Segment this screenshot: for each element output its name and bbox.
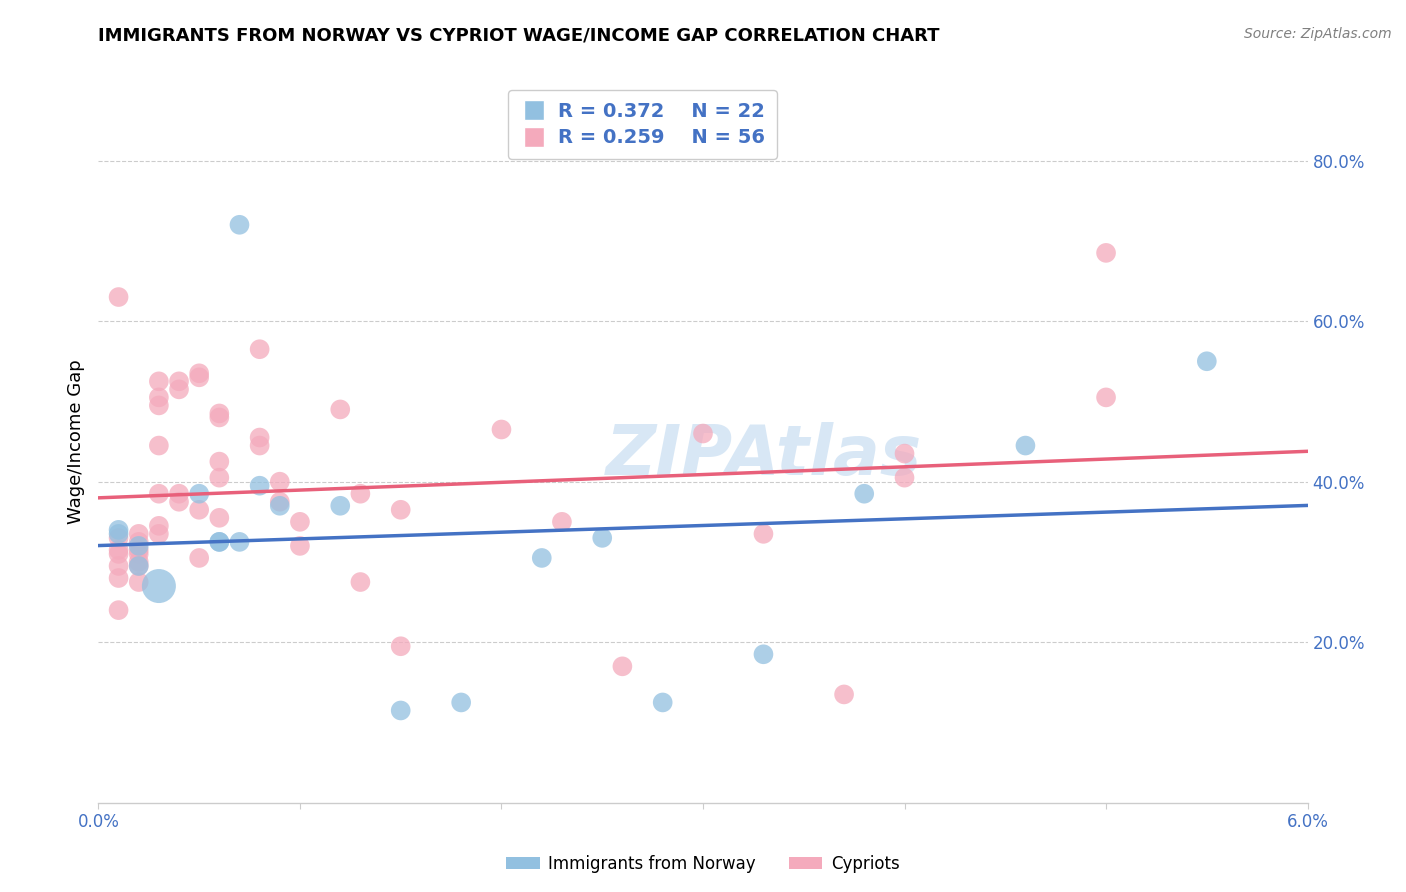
Point bbox=[107, 571, 129, 585]
Point bbox=[249, 342, 271, 356]
Point bbox=[107, 558, 129, 574]
Point bbox=[128, 526, 150, 541]
Point bbox=[188, 550, 211, 566]
Point bbox=[591, 531, 613, 545]
Legend: R = 0.372    N = 22, R = 0.259    N = 56: R = 0.372 N = 22, R = 0.259 N = 56 bbox=[508, 90, 778, 159]
Point bbox=[148, 518, 170, 533]
Point bbox=[107, 290, 129, 304]
Point bbox=[148, 526, 170, 541]
Point bbox=[249, 438, 271, 452]
Point bbox=[128, 539, 150, 553]
Point bbox=[107, 547, 129, 561]
Point bbox=[107, 526, 129, 541]
Point bbox=[329, 402, 352, 417]
Point bbox=[148, 374, 170, 388]
Point bbox=[349, 486, 371, 500]
Point bbox=[269, 475, 291, 489]
Text: ZIPAtlas: ZIPAtlas bbox=[606, 423, 921, 490]
Point bbox=[128, 547, 150, 561]
Point bbox=[128, 558, 150, 574]
Point bbox=[389, 703, 412, 717]
Point bbox=[551, 515, 574, 529]
Point bbox=[1095, 245, 1118, 260]
Point bbox=[1195, 354, 1218, 368]
Point bbox=[530, 550, 553, 566]
Point bbox=[1095, 390, 1118, 404]
Point bbox=[228, 218, 250, 232]
Point bbox=[167, 486, 190, 500]
Point bbox=[188, 370, 211, 384]
Legend: Immigrants from Norway, Cypriots: Immigrants from Norway, Cypriots bbox=[499, 848, 907, 880]
Point bbox=[269, 494, 291, 508]
Point bbox=[128, 574, 150, 589]
Point bbox=[208, 510, 231, 524]
Point bbox=[208, 454, 231, 469]
Point bbox=[651, 696, 673, 710]
Point bbox=[188, 502, 211, 516]
Point bbox=[228, 534, 250, 549]
Point bbox=[107, 531, 129, 545]
Point bbox=[832, 687, 855, 701]
Text: IMMIGRANTS FROM NORWAY VS CYPRIOT WAGE/INCOME GAP CORRELATION CHART: IMMIGRANTS FROM NORWAY VS CYPRIOT WAGE/I… bbox=[98, 27, 941, 45]
Point bbox=[249, 430, 271, 444]
Point bbox=[389, 502, 412, 516]
Point bbox=[692, 426, 714, 441]
Point bbox=[107, 603, 129, 617]
Point bbox=[208, 410, 231, 425]
Point bbox=[389, 639, 412, 653]
Y-axis label: Wage/Income Gap: Wage/Income Gap bbox=[66, 359, 84, 524]
Point bbox=[128, 555, 150, 569]
Point bbox=[148, 390, 170, 404]
Point bbox=[148, 398, 170, 412]
Point bbox=[208, 406, 231, 420]
Point bbox=[329, 499, 352, 513]
Point bbox=[167, 374, 190, 388]
Point bbox=[188, 486, 211, 500]
Point bbox=[612, 659, 634, 673]
Point bbox=[752, 526, 775, 541]
Point bbox=[208, 534, 231, 549]
Point bbox=[208, 534, 231, 549]
Point bbox=[107, 542, 129, 557]
Point bbox=[148, 579, 170, 593]
Point bbox=[148, 486, 170, 500]
Point bbox=[893, 470, 915, 484]
Point bbox=[893, 446, 915, 460]
Point bbox=[752, 648, 775, 662]
Point bbox=[450, 696, 472, 710]
Point bbox=[249, 478, 271, 492]
Point bbox=[288, 515, 311, 529]
Point bbox=[128, 542, 150, 557]
Point bbox=[188, 366, 211, 380]
Point bbox=[349, 574, 371, 589]
Point bbox=[269, 499, 291, 513]
Point bbox=[1014, 438, 1036, 452]
Point bbox=[148, 438, 170, 452]
Point bbox=[288, 539, 311, 553]
Point bbox=[128, 534, 150, 549]
Text: Source: ZipAtlas.com: Source: ZipAtlas.com bbox=[1244, 27, 1392, 41]
Point bbox=[208, 470, 231, 484]
Point bbox=[167, 494, 190, 508]
Point bbox=[491, 422, 513, 436]
Point bbox=[167, 382, 190, 396]
Point bbox=[128, 558, 150, 574]
Point bbox=[107, 523, 129, 537]
Point bbox=[853, 486, 876, 500]
